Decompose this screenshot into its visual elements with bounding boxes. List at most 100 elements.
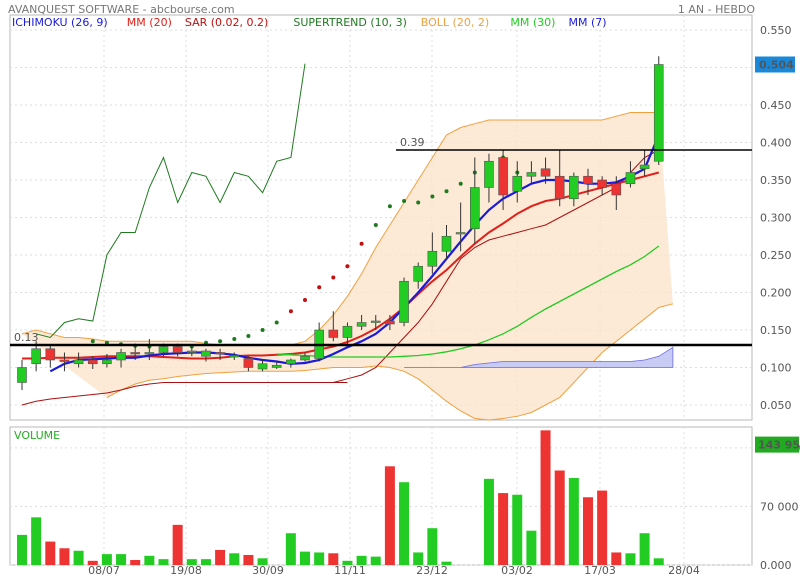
volume-bar: [186, 559, 197, 565]
sar-dot: [331, 275, 336, 280]
candle-body: [455, 232, 466, 235]
volume-bar: [285, 533, 296, 565]
volume-bar: [483, 478, 494, 565]
sar-dot: [260, 328, 265, 332]
legend-item: MM (7): [569, 16, 607, 29]
candle-body: [102, 359, 112, 365]
sar-dot: [274, 320, 279, 325]
bollinger-upper-line: [21, 112, 659, 346]
volume-bar: [554, 470, 565, 565]
candle-body: [73, 359, 84, 365]
volume-bar: [399, 482, 410, 565]
sar-dot: [345, 264, 350, 269]
candle-body: [569, 175, 579, 200]
candle-body: [257, 363, 268, 370]
sar-dot: [246, 334, 251, 338]
volume-bar: [625, 553, 636, 565]
volume-bar: [314, 552, 325, 565]
volume-bar: [540, 430, 551, 565]
candle-body: [201, 350, 211, 357]
candle-body: [45, 348, 56, 361]
sar-dot: [416, 200, 421, 205]
x-tick-label: 28/04: [668, 564, 700, 577]
period-label: 1 AN - HEBDO: [677, 3, 755, 16]
legend-item: BOLL (20, 2): [421, 16, 489, 29]
volume-bar: [639, 533, 650, 565]
volume-bar: [200, 559, 211, 565]
volume-bar: [370, 556, 381, 565]
volume-bar: [243, 554, 254, 565]
x-tick-label: 03/02: [501, 564, 533, 577]
candle-body: [399, 280, 409, 323]
sar-dot: [359, 241, 364, 246]
candle-body: [87, 359, 98, 365]
sar-dot: [90, 339, 95, 344]
candle-body: [611, 183, 622, 196]
y-tick-label: 0.200: [760, 287, 792, 300]
sar-dot: [373, 223, 378, 227]
ichimoku-kijun-line: [333, 149, 660, 383]
volume-bar: [87, 560, 98, 565]
ichimoku-cloud: [404, 346, 674, 368]
candle-body: [427, 250, 438, 267]
candle-body: [59, 359, 70, 362]
candle-body: [441, 235, 452, 252]
volume-bar: [342, 560, 353, 565]
volume-bar: [512, 494, 523, 565]
volume-bar: [73, 550, 84, 565]
sar-dot: [232, 337, 237, 341]
sar-dot: [430, 194, 435, 199]
y-tick-label: 0.300: [760, 212, 792, 225]
volume-bar: [441, 561, 452, 565]
volume-tick-label: 0.000: [760, 559, 792, 572]
candle-body: [17, 367, 27, 383]
bollinger-band-fill: [22, 112, 673, 420]
candle-body: [597, 179, 607, 188]
candle-body: [342, 325, 353, 338]
volume-bar: [158, 559, 169, 565]
y-tick-label: 0.100: [760, 362, 792, 375]
legend-item: SAR (0.02, 0.2): [185, 16, 268, 29]
x-tick-label: 17/03: [584, 564, 616, 577]
candle-body: [130, 352, 140, 355]
y-tick-label: 0.050: [760, 399, 792, 412]
candle-body: [286, 359, 296, 365]
volume-bar: [144, 555, 155, 565]
candle-body: [625, 172, 636, 185]
candle-body: [484, 160, 494, 188]
candle-body: [144, 352, 155, 355]
candle-body: [243, 358, 254, 368]
sar-base-line: [21, 382, 348, 406]
volume-bar: [257, 558, 268, 565]
candle-body: [187, 350, 197, 353]
candle-body: [229, 355, 240, 358]
volume-bar: [583, 497, 593, 565]
volume-bar: [59, 548, 70, 565]
y-tick-label: 0.550: [760, 24, 792, 37]
candle-body: [554, 175, 565, 200]
candle-body: [498, 157, 508, 196]
candle-body: [300, 355, 310, 361]
x-tick-label: 08/07: [88, 564, 120, 577]
bollinger-lower-line: [106, 303, 674, 421]
candle-body: [653, 64, 664, 162]
candle-body: [215, 352, 225, 355]
sar-dot: [458, 181, 463, 186]
volume-bar: [300, 551, 310, 565]
current-volume-value: 143 957: [758, 439, 800, 452]
candle-body: [583, 175, 593, 185]
volume-bar: [653, 558, 664, 565]
volume-bar: [45, 541, 56, 565]
horizontal-level-label: 0.39: [400, 136, 425, 149]
volume-bar: [101, 554, 112, 565]
x-tick-label: 11/11: [334, 564, 366, 577]
volume-bar: [356, 555, 367, 565]
horizontal-level-label: 0.13: [14, 331, 39, 344]
candle-body: [158, 346, 169, 353]
candle-body: [385, 320, 395, 325]
sar-dot: [303, 298, 307, 302]
x-tick-label: 19/08: [170, 564, 202, 577]
supertrend-line: [35, 63, 306, 339]
volume-bar: [215, 549, 226, 565]
candle-body: [370, 320, 381, 323]
